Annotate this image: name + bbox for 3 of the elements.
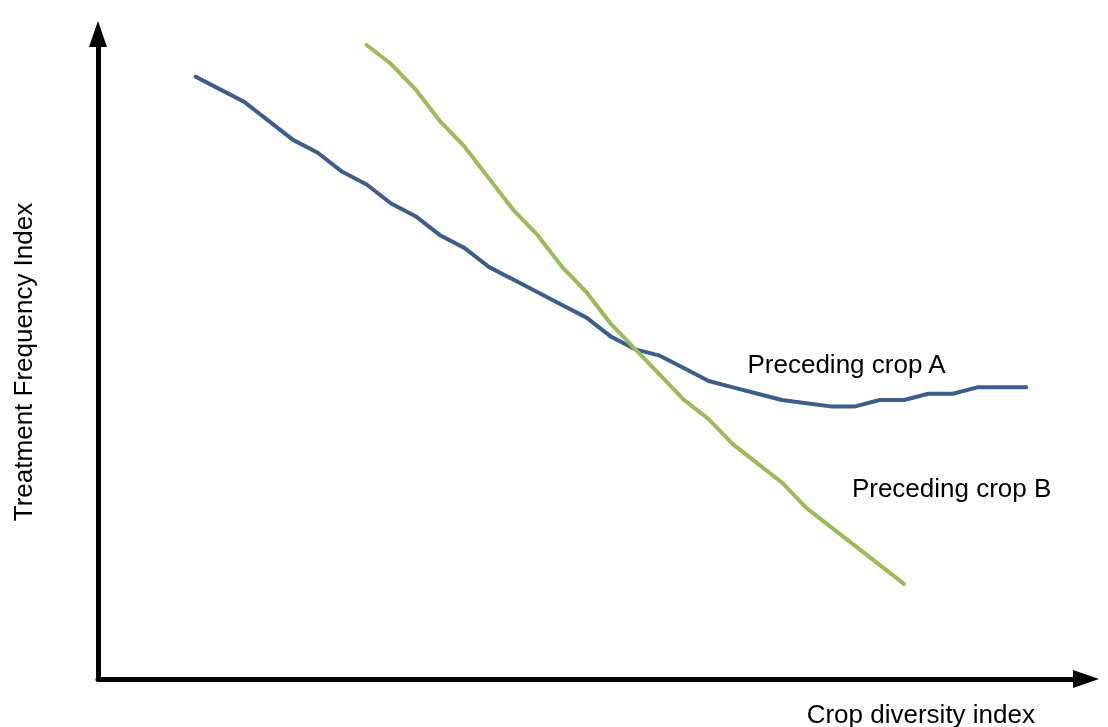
y-axis-title: Treatment Frequency Index — [8, 202, 38, 522]
series-label: Preceding crop A — [747, 348, 947, 379]
series-label: Preceding crop B — [851, 473, 1052, 503]
